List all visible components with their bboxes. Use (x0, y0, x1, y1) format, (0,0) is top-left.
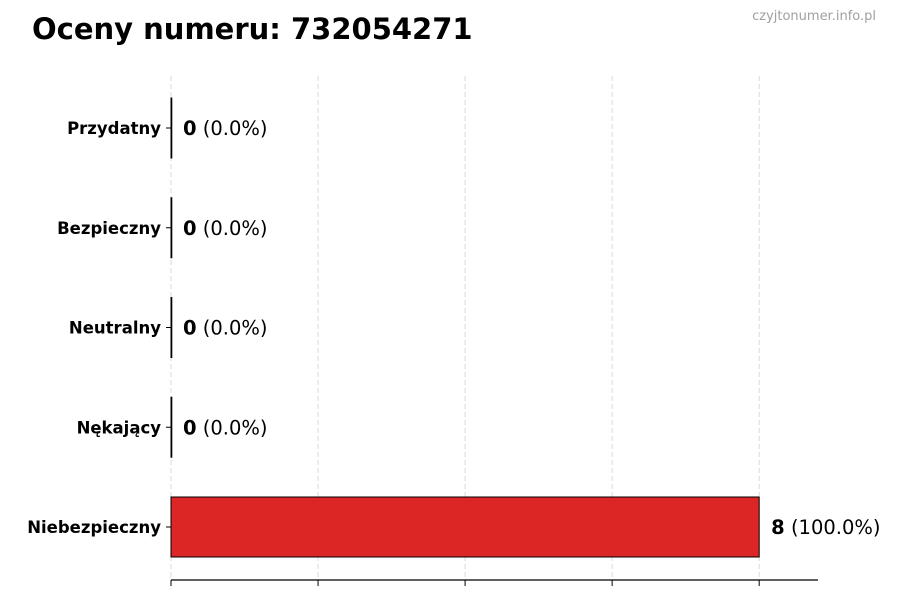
data-label-percent: (100.0%) (785, 516, 881, 539)
category-label: Przydatny (67, 119, 161, 138)
category-label: Nękający (77, 418, 162, 437)
bar (170, 97, 173, 159)
bar (170, 396, 173, 458)
category-label: Neutralny (69, 319, 161, 338)
chart-title: Oceny numeru: 732054271 (32, 12, 473, 46)
bar (170, 297, 173, 358)
data-label-value: 8 (771, 516, 785, 539)
data-label-percent: (0.0%) (197, 416, 268, 439)
data-label-value: 0 (183, 317, 197, 340)
category-label: Bezpieczny (57, 219, 161, 238)
bar (170, 496, 760, 558)
watermark: czyjtonumer.info.pl (752, 9, 876, 24)
data-label-percent: (0.0%) (197, 317, 268, 340)
data-label-percent: (0.0%) (197, 117, 268, 140)
data-label: 0 (0.0%) (183, 416, 268, 439)
category-label: Niebezpieczny (27, 518, 161, 537)
data-label-value: 0 (183, 217, 197, 240)
data-label: 8 (100.0%) (771, 516, 880, 539)
data-label-value: 0 (183, 117, 197, 140)
data-label: 0 (0.0%) (183, 117, 268, 140)
data-label-value: 0 (183, 416, 197, 439)
data-label-percent: (0.0%) (197, 217, 268, 240)
data-label: 0 (0.0%) (183, 217, 268, 240)
data-label: 0 (0.0%) (183, 317, 268, 340)
bar (170, 197, 173, 259)
